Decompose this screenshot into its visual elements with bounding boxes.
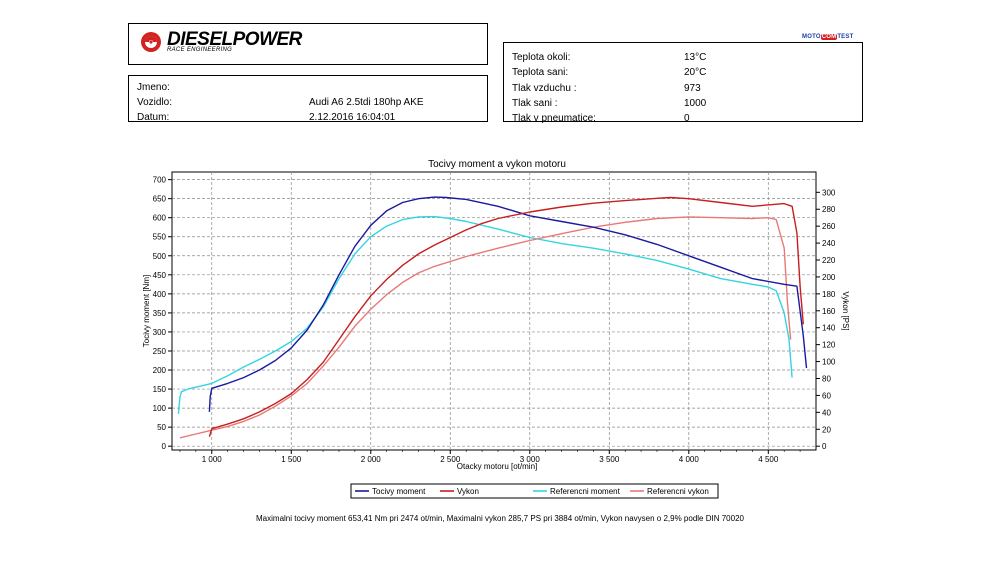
legend-label: Vykon bbox=[457, 487, 479, 496]
y2-tick-label: 300 bbox=[822, 188, 836, 197]
y-tick-label: 700 bbox=[153, 176, 167, 185]
brand-logo-subtitle: RACE ENGINEERING bbox=[167, 47, 233, 53]
badge-com: COM bbox=[820, 34, 838, 40]
y-tick-label: 450 bbox=[153, 271, 167, 280]
axes: 0501001502002503003504004505005506006507… bbox=[153, 176, 836, 464]
badge-test: TEST bbox=[837, 34, 854, 40]
y-tick-label: 500 bbox=[153, 252, 167, 261]
cond-tyre-pressure-label: Tlak v pneumatice: bbox=[512, 113, 596, 124]
conditions-panel: Teplota okoli: 13°C Teplota sani: 20°C T… bbox=[503, 42, 863, 124]
x-tick-label: 2 000 bbox=[361, 455, 382, 464]
y-tick-label: 0 bbox=[162, 442, 167, 451]
series-line-0 bbox=[208, 196, 808, 412]
x-tick-label: 4 500 bbox=[758, 455, 779, 464]
y2-tick-label: 280 bbox=[822, 205, 836, 214]
x-tick-label: 3 500 bbox=[599, 455, 620, 464]
series-layer bbox=[177, 196, 808, 439]
y2-tick-label: 60 bbox=[822, 391, 831, 400]
y-tick-label: 550 bbox=[153, 233, 167, 242]
y2-tick-label: 220 bbox=[822, 256, 836, 265]
vehicle-date-label: Datum: bbox=[137, 112, 170, 123]
cond-air-pressure-label: Tlak vzduchu : bbox=[512, 83, 577, 94]
x-tick-label: 4 000 bbox=[679, 455, 700, 464]
cond-tyre-pressure-value: 0 bbox=[684, 113, 690, 124]
brand-logo-text: DIESELPOWER bbox=[167, 29, 302, 50]
x-tick-label: 1 000 bbox=[202, 455, 223, 464]
y-tick-label: 250 bbox=[153, 347, 167, 356]
x-tick-label: 2 500 bbox=[440, 455, 461, 464]
y2-tick-label: 0 bbox=[822, 442, 827, 451]
badge-moto: MOTO bbox=[802, 34, 821, 40]
x-tick-label: 3 000 bbox=[520, 455, 541, 464]
chart-title: Tocivy moment a vykon motoru bbox=[428, 159, 566, 170]
cond-intake-temp-value: 20°C bbox=[684, 67, 707, 78]
x-axis-label: Otacky motoru [ot/min] bbox=[457, 462, 537, 471]
y-tick-label: 400 bbox=[153, 290, 167, 299]
cond-air-pressure-value: 973 bbox=[684, 83, 701, 94]
y2-tick-label: 80 bbox=[822, 374, 831, 383]
y-tick-label: 650 bbox=[153, 195, 167, 204]
y2-tick-label: 200 bbox=[822, 273, 836, 282]
y2-tick-label: 40 bbox=[822, 408, 831, 417]
y2-tick-label: 240 bbox=[822, 239, 836, 248]
vehicle-date-value: 2.12.2016 16:04:01 bbox=[309, 112, 396, 123]
cond-ambient-temp-value: 13°C bbox=[684, 52, 707, 63]
cond-intake-pressure-label: Tlak sani : bbox=[512, 98, 558, 109]
y2-tick-label: 160 bbox=[822, 307, 836, 316]
x-tick-label: 1 500 bbox=[281, 455, 302, 464]
y2-tick-label: 20 bbox=[822, 425, 831, 434]
logo-panel: DIESELPOWER RACE ENGINEERING bbox=[128, 23, 488, 65]
vehicle-name-label: Jmeno: bbox=[137, 82, 170, 93]
y2-tick-label: 180 bbox=[822, 290, 836, 299]
y-tick-label: 600 bbox=[153, 214, 167, 223]
legend-label: Referencni moment bbox=[550, 487, 621, 496]
cond-ambient-temp-label: Teplota okoli: bbox=[512, 52, 571, 63]
y-tick-label: 50 bbox=[157, 423, 166, 432]
series-line-1 bbox=[208, 196, 804, 437]
y-tick-label: 150 bbox=[153, 385, 167, 394]
y2-tick-label: 100 bbox=[822, 358, 836, 367]
y-tick-label: 300 bbox=[153, 328, 167, 337]
y-tick-label: 100 bbox=[153, 404, 167, 413]
vehicle-info-panel: Jmeno: Vozidlo: Audi A6 2.5tdi 180hp AKE… bbox=[128, 75, 488, 123]
y-tick-label: 200 bbox=[153, 366, 167, 375]
y2-axis-label: Vykon [PS] bbox=[841, 291, 850, 330]
y-tick-label: 350 bbox=[153, 309, 167, 318]
y2-tick-label: 140 bbox=[822, 324, 836, 333]
vehicle-model-value: Audi A6 2.5tdi 180hp AKE bbox=[309, 97, 424, 108]
series-line-3 bbox=[179, 216, 792, 439]
cond-intake-temp-label: Teplota sani: bbox=[512, 67, 569, 78]
y2-tick-label: 260 bbox=[822, 222, 836, 231]
motocom-badge: MOTOCOMTEST bbox=[802, 34, 853, 40]
legend-label: Tocivy moment bbox=[372, 487, 426, 496]
vehicle-model-label: Vozidlo: bbox=[137, 97, 173, 108]
y2-tick-label: 120 bbox=[822, 341, 836, 350]
y-axis-label: Tocivy moment [Nm] bbox=[142, 275, 151, 347]
series-line-2 bbox=[177, 215, 793, 414]
cond-intake-pressure-value: 1000 bbox=[684, 98, 707, 109]
legend: Tocivy moment Vykon Referencni moment Refer… bbox=[355, 487, 709, 496]
turbo-logo-icon bbox=[141, 32, 161, 52]
legend-label: Referencni vykon bbox=[647, 487, 709, 496]
summary-footer: Maximalni tocivy moment 653,41 Nm pri 24… bbox=[256, 514, 744, 523]
